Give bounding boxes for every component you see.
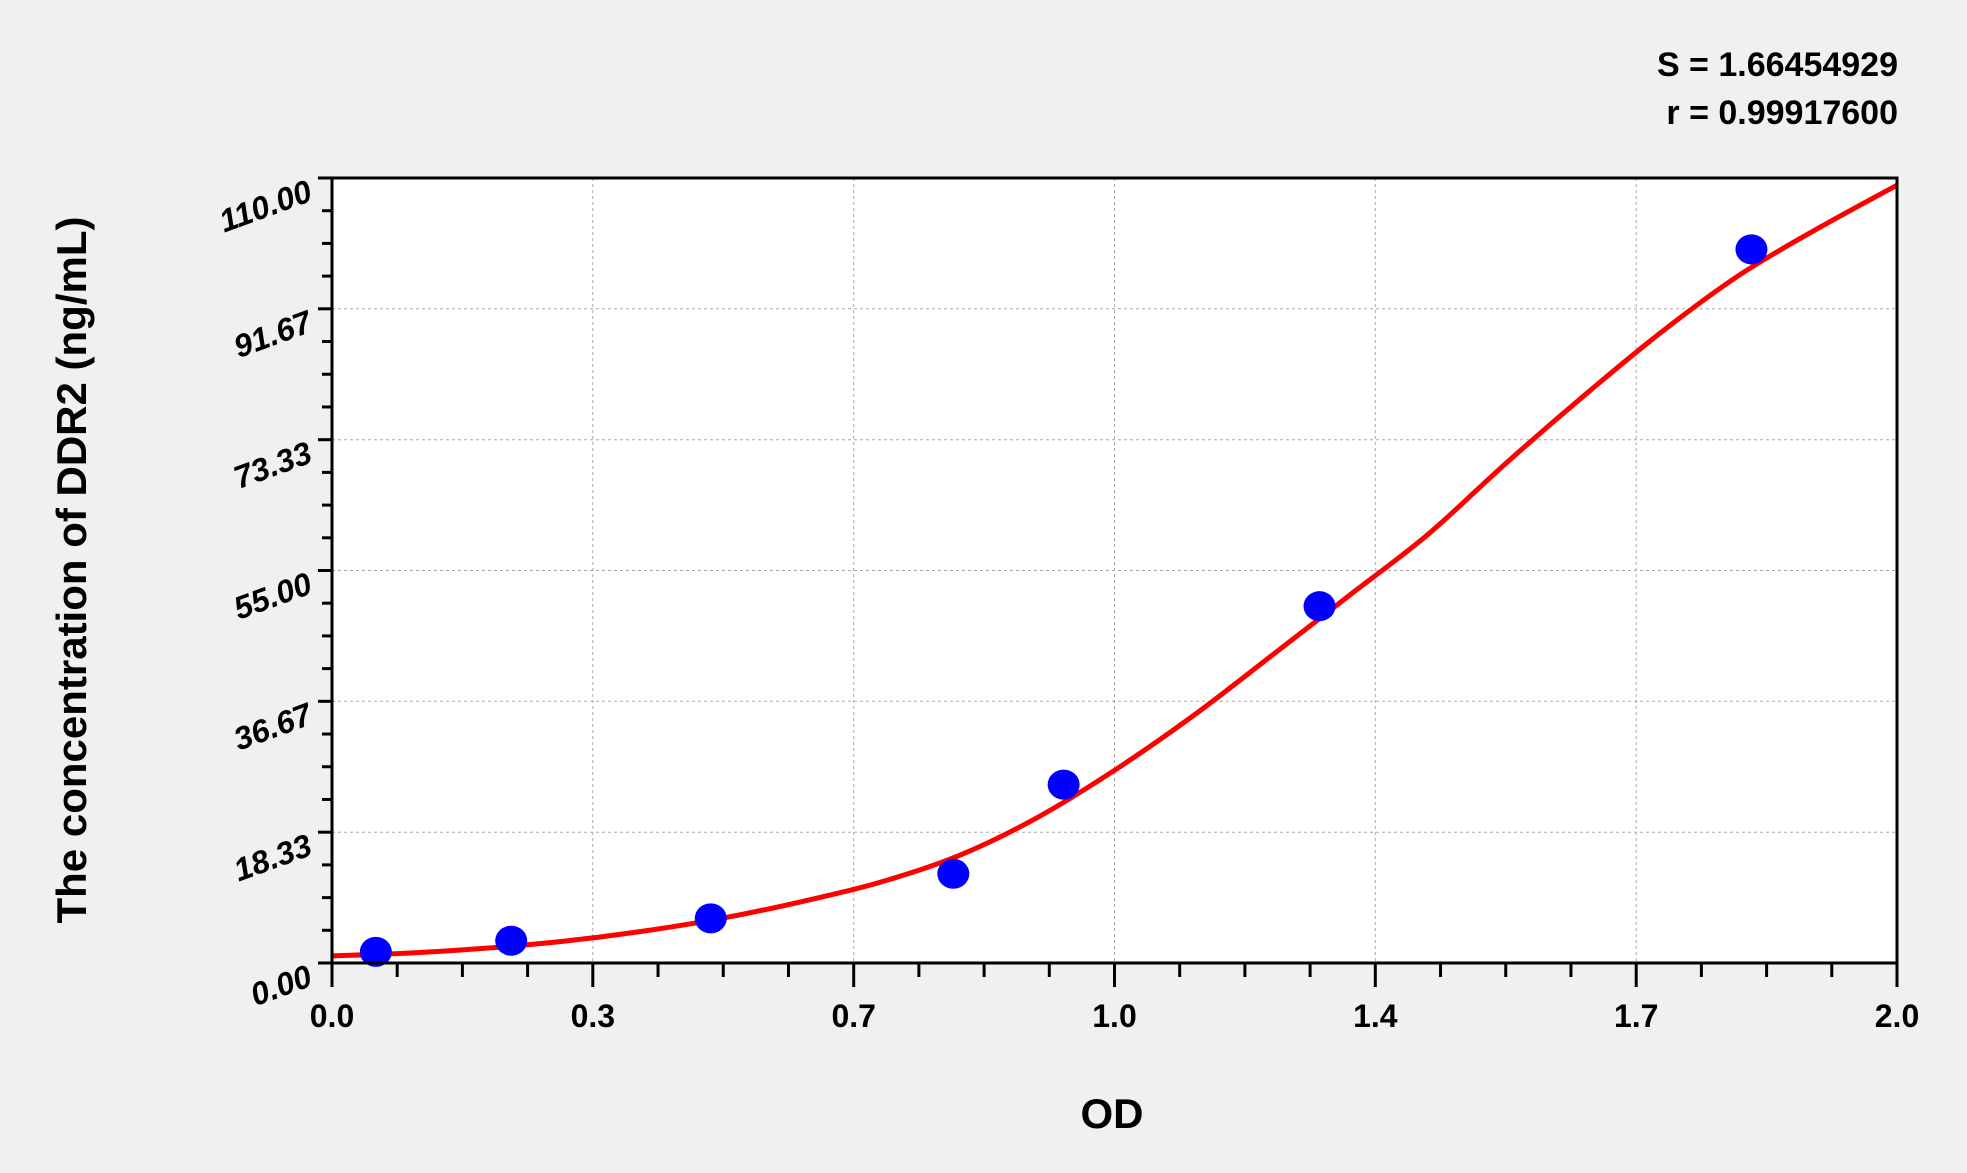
data-point	[1047, 769, 1080, 800]
x-tick-label: 1.0	[1092, 998, 1136, 1034]
y-axis-label: The concentration of DDR2 (ng/mL)	[48, 217, 95, 924]
y-tick-label: 73.33	[229, 434, 317, 495]
y-tick-labels: 0.00 18.33 36.67 55.00 73.33 91.67 110.00	[214, 173, 318, 1013]
annotation-s: S = 1.66454929	[1657, 46, 1898, 84]
fit-curve-layer	[331, 182, 1899, 959]
x-tick-label: 0.7	[831, 998, 875, 1034]
x-tick-label: 2.0	[1875, 998, 1919, 1034]
x-tick-labels: 0.0 0.3 0.7 1.0 1.4 1.7 2.0	[310, 998, 1919, 1034]
data-point	[937, 858, 970, 889]
data-point	[359, 936, 392, 967]
x-axis-label: OD	[1081, 1090, 1144, 1137]
x-tick-label: 0.0	[310, 998, 354, 1034]
x-tick-label: 0.3	[571, 998, 615, 1034]
y-tick-label: 18.33	[229, 827, 317, 888]
y-tick-label: 0.00	[246, 958, 317, 1013]
data-point	[1303, 591, 1336, 622]
annotation-r: r = 0.99917600	[1666, 94, 1898, 132]
x-tick-label: 1.7	[1614, 998, 1658, 1034]
grid	[332, 178, 1897, 963]
data-points	[359, 234, 1768, 967]
y-tick-label: 110.00	[214, 173, 316, 240]
axis-ticks	[318, 176, 1899, 987]
x-tick-label: 1.4	[1353, 998, 1398, 1034]
y-tick-label: 36.67	[229, 695, 319, 757]
fit-curve	[331, 182, 1899, 959]
data-point	[495, 925, 528, 956]
data-point	[694, 903, 727, 934]
y-tick-label: 91.67	[229, 303, 319, 365]
plot-frame	[330, 176, 1899, 965]
y-tick-label: 55.00	[229, 565, 317, 626]
data-point	[1735, 234, 1768, 265]
